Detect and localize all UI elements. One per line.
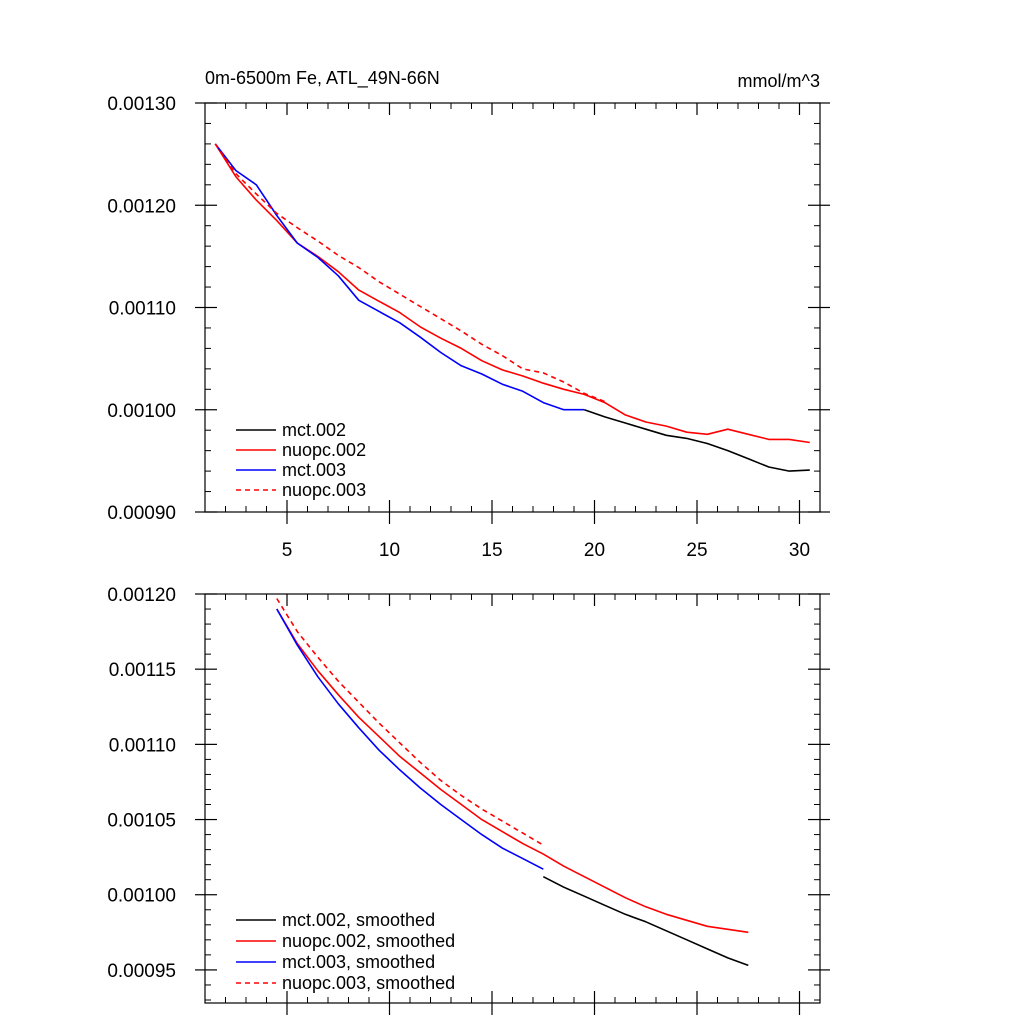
top-x-tick-label: 10	[379, 540, 400, 561]
bottom-y-tick-label: 0.00095	[107, 961, 176, 982]
bottom-legend-label: nuopc.002, smoothed	[282, 931, 455, 951]
top-legend-label: mct.003	[282, 460, 346, 480]
top-series-line-mct-002	[584, 408, 810, 472]
bottom-y-tick-label: 0.00115	[109, 660, 176, 681]
top-series-line-nuopc-003	[214, 143, 606, 403]
top-x-tick-label: 5	[282, 540, 293, 561]
top-y-tick-label: 0.00130	[107, 94, 176, 115]
top-y-tick-label: 0.00120	[107, 196, 176, 217]
top-ticks: 5 10 15 20 25 30 0.00090 0.00100 0.00110 0.00120 0…	[107, 94, 830, 561]
top-y-tick-label: 0.00090	[107, 503, 176, 524]
top-chart-units: mmol/m^3	[738, 71, 820, 91]
top-series	[214, 143, 810, 472]
top-chart-title: 0m-6500m Fe, ATL_49N-66N	[205, 68, 440, 89]
top-x-tick-label: 25	[686, 540, 707, 561]
bottom-y-tick-label: 0.00105	[107, 811, 176, 832]
top-y-tick-label: 0.00110	[109, 299, 176, 320]
top-legend-label: mct.002	[282, 420, 346, 440]
bottom-legend-label: mct.002, smoothed	[282, 910, 435, 930]
bottom-series-line-nuopc-003-smoothed	[276, 598, 544, 846]
bottom-y-tick-label: 0.00110	[109, 735, 176, 756]
top-x-tick-label: 20	[584, 540, 605, 561]
bottom-legend-label: mct.003, smoothed	[282, 952, 435, 972]
bottom-panel: 0.00095 0.00100 0.00105 0.00110 0.00115 0.001…	[107, 585, 830, 1015]
bottom-legend-label: nuopc.003, smoothed	[282, 973, 455, 993]
top-x-tick-label: 15	[481, 540, 502, 561]
bottom-y-tick-label: 0.00120	[107, 585, 176, 606]
top-panel: 0m-6500m Fe, ATL_49N-66N mmol/m^3 5 10 15 2…	[107, 68, 830, 561]
top-y-tick-label: 0.00100	[107, 401, 176, 422]
top-legend-label: nuopc.002	[282, 440, 366, 460]
bottom-series-line-nuopc-002-smoothed	[276, 608, 749, 934]
bottom-y-tick-label: 0.00100	[107, 886, 176, 907]
bottom-series-line-mct-002-smoothed	[542, 875, 749, 967]
bottom-series	[276, 598, 749, 967]
top-legend-label: nuopc.003	[282, 480, 366, 500]
top-series-line-mct-003	[214, 143, 585, 411]
top-x-tick-label: 30	[789, 540, 810, 561]
bottom-ticks: 0.00095 0.00100 0.00105 0.00110 0.00115 0.001…	[107, 585, 830, 1015]
bottom-series-line-mct-003-smoothed	[276, 608, 544, 870]
